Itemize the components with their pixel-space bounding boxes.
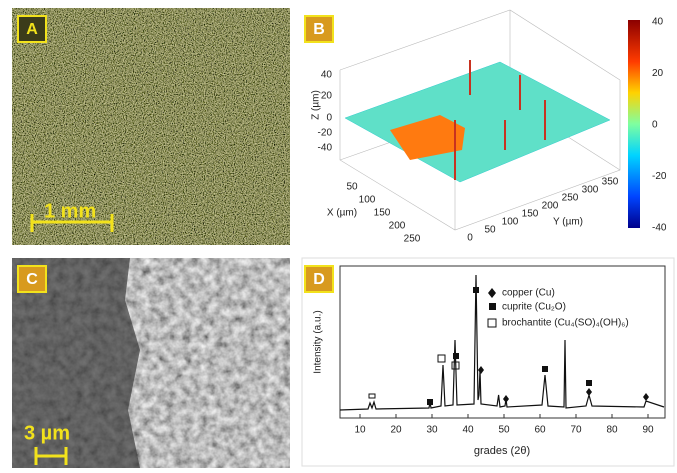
surface [345,62,610,182]
y-tick-label: 200 [542,201,559,212]
legend-entry: copper (Cu) [502,288,555,299]
x-tick-label: 200 [389,221,406,232]
x-axis-label: X (µm) [327,208,357,219]
y-tick-label: 100 [502,217,519,228]
x-tick-label: 20 [390,425,402,436]
x-tick-label: 250 [404,234,421,245]
z-tick-label: 0 [326,113,332,124]
y-axis-label: Intensity (a.u.) [313,310,324,373]
z-tick-label: -40 [318,143,333,154]
z-tick-label: 20 [321,91,333,102]
colorbar-tick-label: -20 [652,171,667,182]
x-tick-label: 50 [498,425,510,436]
colorbar-tick-label: 20 [652,68,664,79]
figure: A 1 mm B Z (µm) X (µm) Y (µm) C 3 µm D c… [0,0,677,468]
x-tick-label: 150 [374,208,391,219]
x-tick-label: 100 [359,195,376,206]
legend-markers [488,288,496,327]
panel-label: C [26,271,38,288]
colorbar [628,20,640,228]
x-tick-label: 90 [642,425,654,436]
colorbar-tick-label: -40 [652,223,667,234]
z-tick-label: -20 [318,128,333,139]
x-tick-label: 50 [346,182,358,193]
y-tick-label: 300 [582,185,599,196]
x-tick-label: 30 [426,425,438,436]
y-tick-label: 350 [602,177,619,188]
x-tick-label: 70 [570,425,582,436]
x-tick-label: 40 [462,425,474,436]
panel-label: D [313,271,325,288]
y-axis-label: Y (µm) [553,217,583,228]
scale-bar-label: 3 µm [24,422,70,444]
x-tick-label: 60 [534,425,546,436]
x-tick-label: 10 [354,425,366,436]
y-tick-label: 250 [562,193,579,204]
panel-label: B [313,21,325,38]
x-axis-label: grades (2θ) [474,445,530,457]
colorbar-tick-label: 40 [652,17,664,28]
x-tick-label: 80 [606,425,618,436]
legend-entry: cuprite (Cu₂O) [502,302,566,313]
colorbar-tick-label: 0 [652,120,658,131]
z-tick-label: 40 [321,70,333,81]
panel-label: A [26,21,38,38]
y-tick-label: 0 [467,233,473,244]
y-tick-label: 50 [484,225,496,236]
scale-bar-label: 1 mm [44,200,96,222]
y-tick-label: 150 [522,209,539,220]
legend-entry: brochantite (Cu₄(SO)₄(OH)₆) [502,318,629,329]
